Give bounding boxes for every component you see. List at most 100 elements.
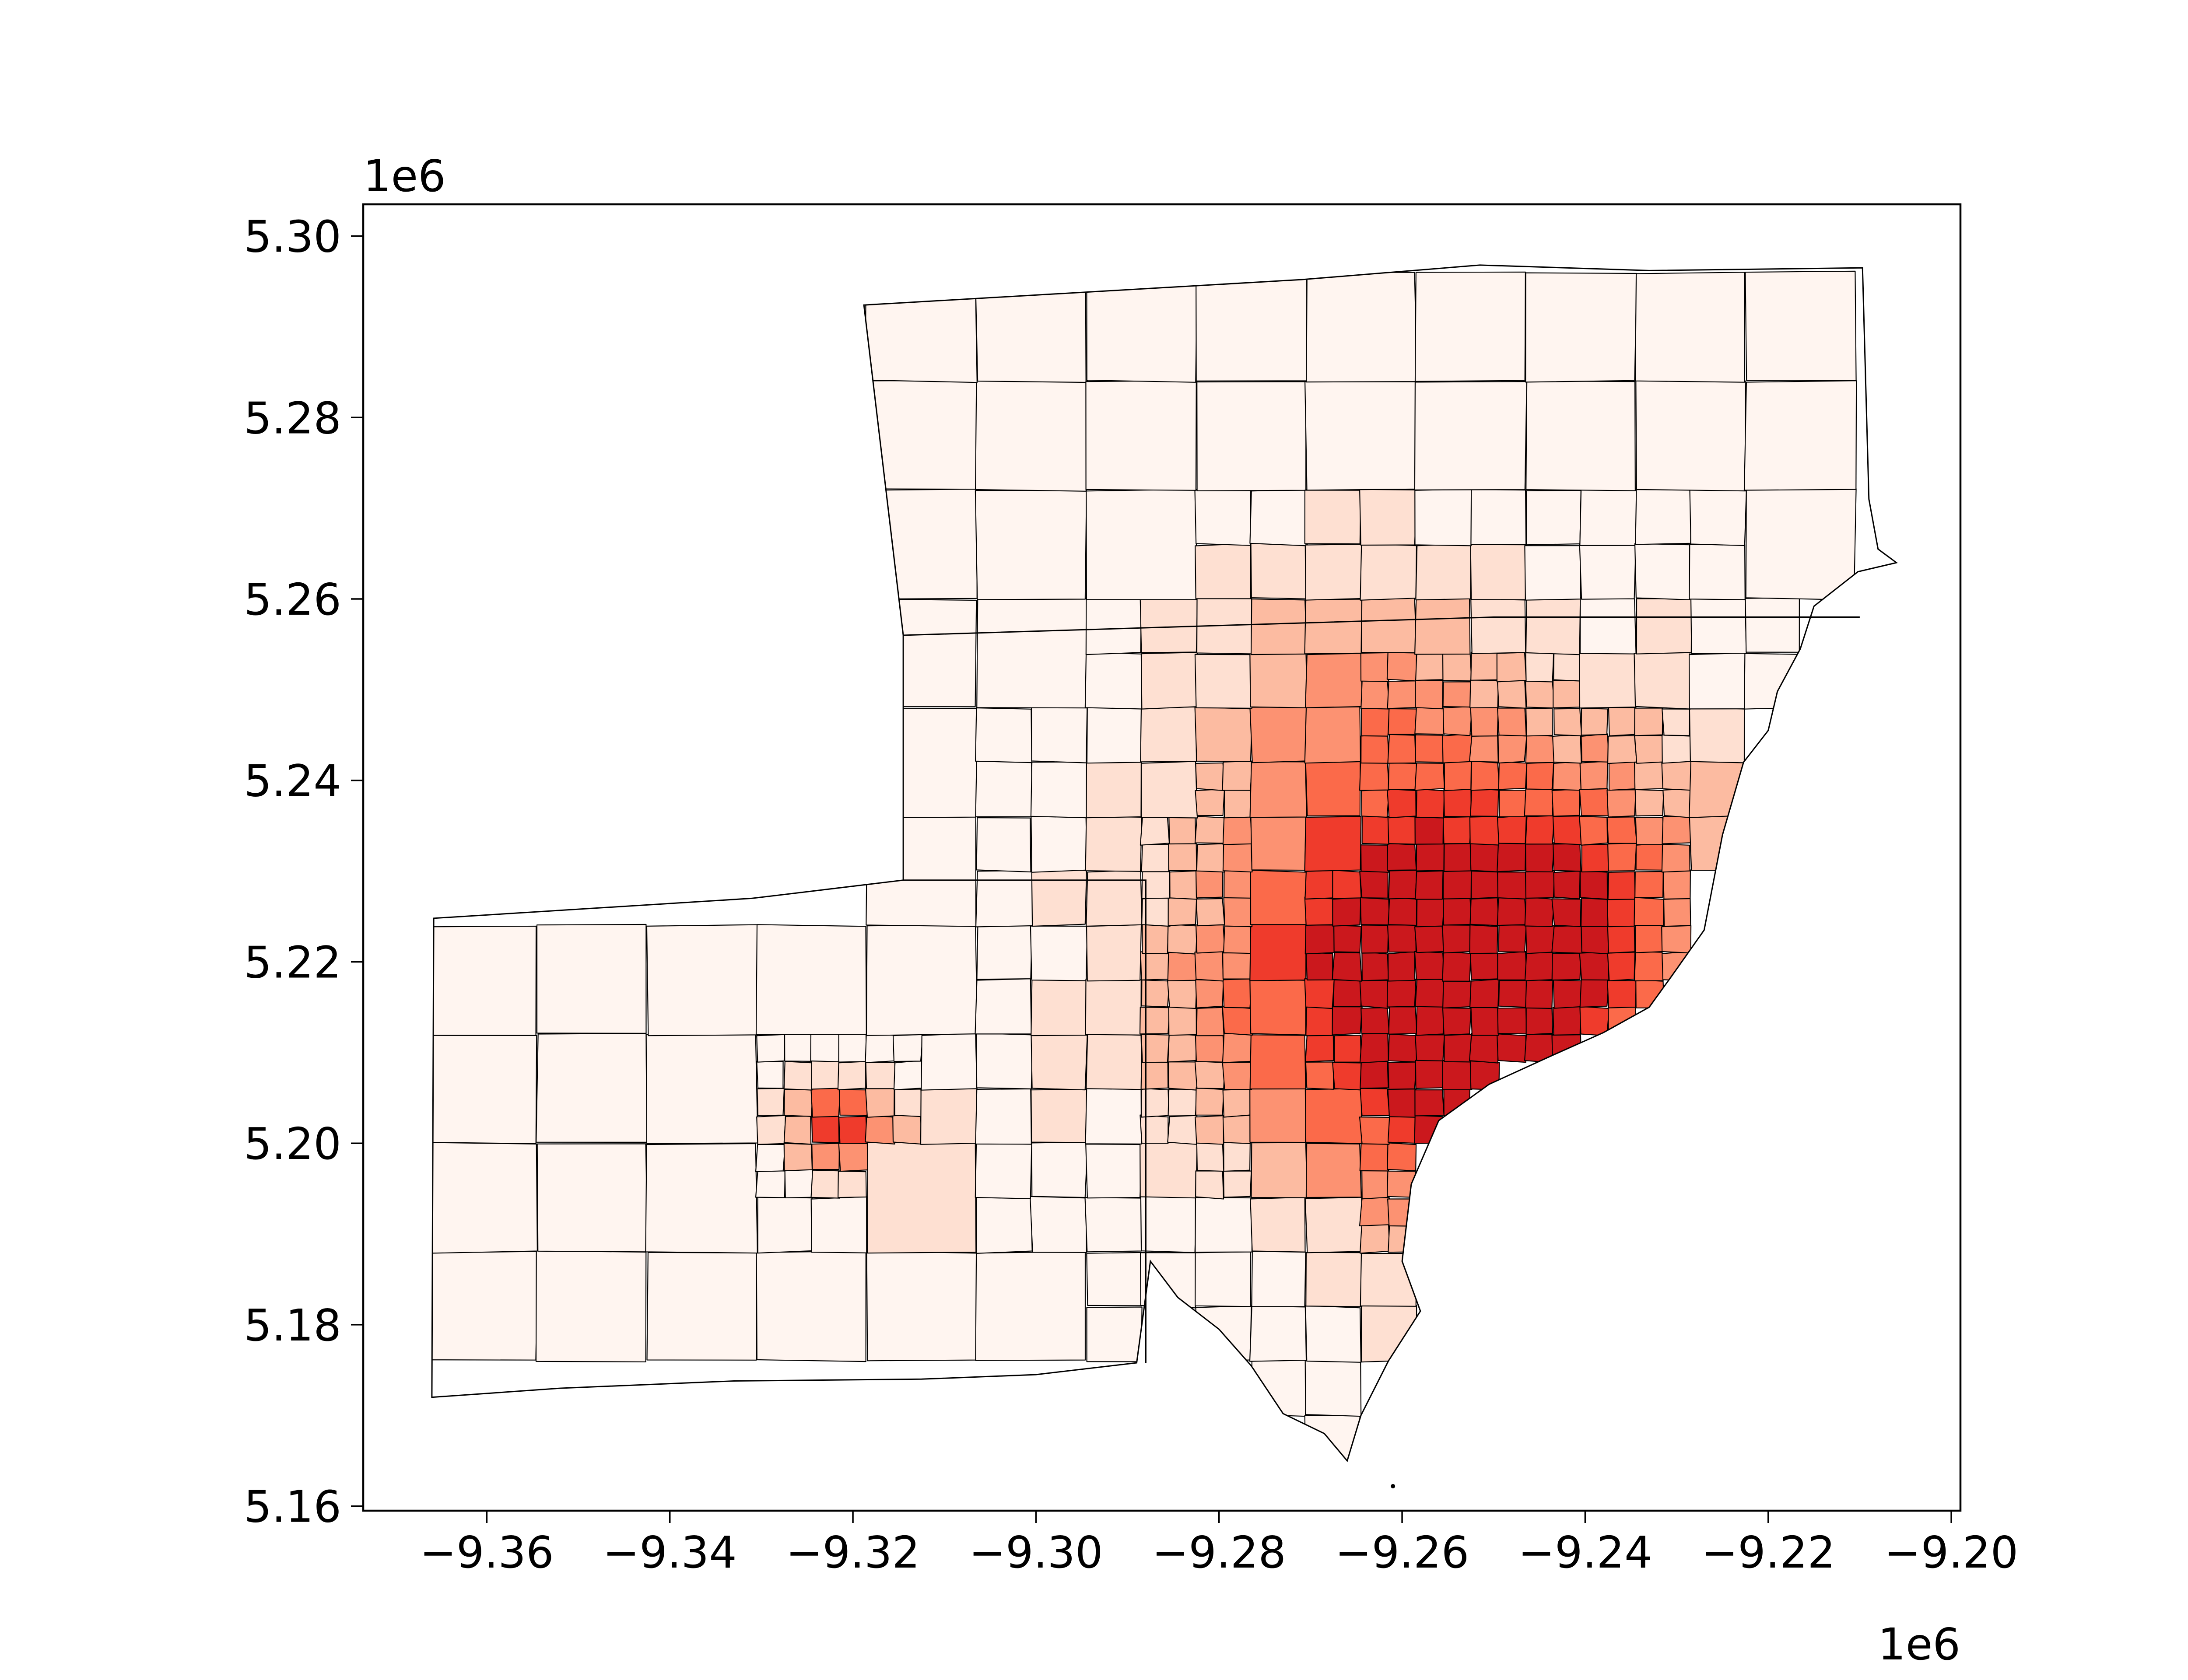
- census-tract: [1442, 951, 1471, 982]
- census-tract: [1086, 869, 1143, 927]
- census-tract: [783, 1143, 813, 1172]
- census-tract: [1497, 872, 1528, 900]
- census-tract: [1333, 924, 1362, 953]
- census-tract: [1553, 679, 1582, 708]
- census-tract: [1634, 735, 1664, 764]
- y-axis-ticks: 5.16 5.18 5.20 5.22 5.24 5.26 5.28 5.30: [244, 211, 363, 1533]
- census-tract: [1360, 543, 1417, 601]
- census-tract: [1581, 733, 1610, 763]
- census-tract: [1224, 788, 1253, 819]
- x-tick-label: −9.28: [1152, 1527, 1286, 1578]
- census-tract: [1524, 896, 1555, 927]
- census-tract: [1360, 680, 1390, 710]
- census-tract: [1442, 1007, 1472, 1036]
- census-tract: [784, 1169, 813, 1198]
- census-tract: [1469, 1032, 1499, 1064]
- census-tract: [1608, 707, 1637, 736]
- census-tract: [1361, 789, 1390, 818]
- census-tract: [1607, 735, 1637, 764]
- census-tract: [1140, 598, 1198, 653]
- census-tract: [1552, 815, 1582, 845]
- census-tract: [1031, 869, 1087, 927]
- census-tract: [975, 707, 1032, 763]
- census-tract: [1305, 1143, 1362, 1198]
- census-tract: [1414, 1089, 1445, 1116]
- census-tract: [1525, 925, 1555, 954]
- census-tract: [1414, 951, 1445, 980]
- census-tract: [1416, 1005, 1445, 1036]
- census-tract: [1387, 788, 1417, 819]
- census-tract: [1442, 1060, 1473, 1090]
- census-tract: [1361, 924, 1389, 954]
- y-tick-label: 5.30: [244, 211, 341, 262]
- census-tract: [1743, 380, 1857, 491]
- census-tract: [1497, 707, 1527, 737]
- county-divider: [903, 616, 1860, 636]
- census-tract: [1031, 978, 1088, 1036]
- census-tract: [1222, 1088, 1252, 1118]
- census-tract: [837, 1061, 866, 1091]
- census-tract: [431, 1035, 537, 1144]
- census-tract: [1140, 1060, 1169, 1090]
- census-tract: [810, 1169, 841, 1199]
- census-tract: [1387, 680, 1417, 709]
- census-tract: [1525, 842, 1555, 872]
- census-tract: [1525, 380, 1636, 491]
- census-tract: [1388, 897, 1417, 926]
- census-tract: [1304, 490, 1361, 545]
- census-tract: [975, 760, 1033, 818]
- census-tract: [1361, 1169, 1389, 1200]
- census-tract: [1442, 980, 1472, 1009]
- census-tract: [811, 1143, 840, 1170]
- census-tract: [1306, 272, 1418, 383]
- census-tract: [1224, 870, 1252, 899]
- census-tract: [1305, 760, 1361, 817]
- census-tract: [1250, 598, 1308, 655]
- census-tract: [1031, 1032, 1088, 1091]
- census-tract: [1525, 734, 1555, 763]
- census-tract: [757, 1196, 813, 1254]
- census-tract: [1414, 707, 1445, 735]
- census-tract: [1304, 816, 1362, 872]
- census-tract: [536, 1032, 648, 1143]
- census-tract: [1496, 1033, 1526, 1063]
- census-tract: [536, 924, 647, 1034]
- census-tract: [811, 1115, 840, 1143]
- census-tract: [1524, 952, 1554, 981]
- census-tract: [1470, 543, 1528, 600]
- census-tract: [810, 1032, 841, 1062]
- census-tract: [1359, 489, 1418, 546]
- census-tract: [1085, 380, 1197, 491]
- census-tract: [1222, 843, 1253, 873]
- census-tract: [1223, 1141, 1251, 1172]
- census-tract: [1334, 1034, 1362, 1063]
- census-tract: [1469, 679, 1499, 708]
- census-tract: [975, 1142, 1032, 1199]
- census-tract: [1249, 761, 1308, 818]
- census-tracts-layer: [431, 270, 1857, 1461]
- census-tract: [1525, 1007, 1553, 1036]
- census-tract: [975, 978, 1032, 1035]
- census-tract: [1414, 817, 1444, 845]
- x-tick-label: −9.24: [1518, 1527, 1652, 1578]
- census-tract: [1415, 870, 1444, 900]
- census-tract: [1443, 843, 1473, 872]
- census-tract: [1745, 488, 1857, 601]
- census-tract: [1498, 761, 1528, 790]
- census-tract: [1251, 1251, 1306, 1307]
- census-tract: [1469, 735, 1499, 763]
- census-tract: [838, 1089, 868, 1116]
- census-tract: [1553, 652, 1581, 682]
- census-tract: [1634, 951, 1664, 982]
- census-tract: [894, 1088, 922, 1117]
- census-tract: [1387, 1142, 1417, 1172]
- census-tract: [1031, 706, 1088, 763]
- census-tract: [1470, 489, 1527, 546]
- census-tract: [1579, 951, 1609, 981]
- map-plot-area: [431, 264, 1898, 1489]
- census-tract: [1581, 844, 1610, 873]
- census-tract: [838, 1116, 868, 1144]
- census-tract: [975, 379, 1088, 492]
- census-tract: [867, 1141, 977, 1254]
